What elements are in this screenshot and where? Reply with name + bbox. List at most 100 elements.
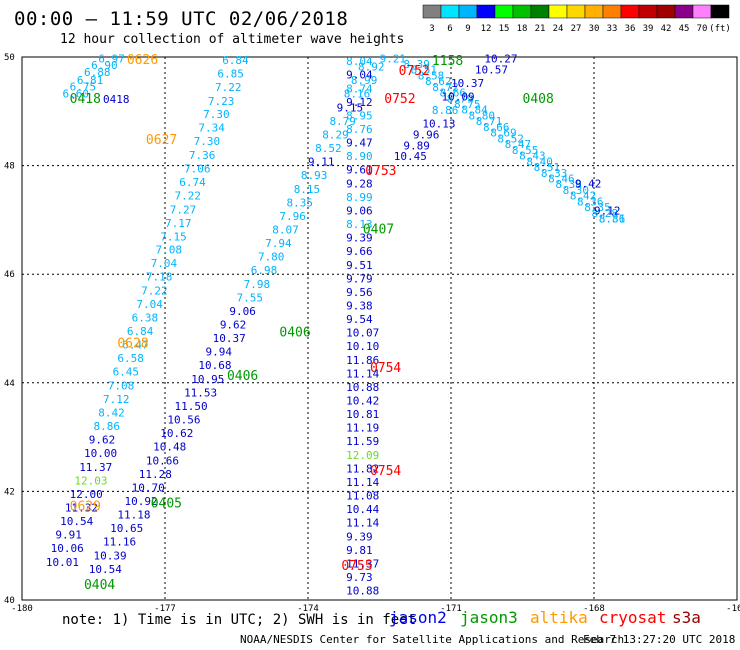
swh-value-label: 10.62	[160, 427, 193, 440]
track-time-label: 0755	[341, 559, 372, 574]
swh-value-label: 8.76	[346, 123, 373, 136]
colorbar-label: 30	[589, 24, 600, 34]
swh-value-label: 6.85	[217, 68, 244, 81]
swh-value-label: 6.58	[117, 352, 144, 365]
track-time-label: 0753	[365, 164, 396, 179]
swh-value-label: 10.06	[51, 542, 84, 555]
swh-value-label: 6.75	[70, 81, 97, 94]
colorbar-swatch	[566, 4, 586, 19]
swh-value-label: 8.43	[519, 150, 546, 163]
colorbar-swatch	[530, 4, 550, 19]
swh-value-label: 10.09	[441, 90, 474, 103]
swh-value-label: 9.89	[403, 139, 430, 152]
y-tick-label: 40	[4, 596, 15, 606]
swh-value-label: 6.60	[63, 88, 89, 101]
swh-value-label: 7.96	[279, 210, 306, 223]
swh-value-label: 9.12	[594, 204, 621, 217]
swh-value-label: 8.33	[541, 167, 568, 180]
swh-value-label: 9.28	[346, 177, 373, 190]
swh-value-label: 9.62	[220, 319, 247, 332]
swh-value-label: 7.08	[108, 379, 135, 392]
swh-value-label: 9.38	[346, 299, 373, 312]
y-tick-label: 48	[4, 162, 15, 172]
color-scale-bar: 3 6 9 12 15 18 21 24 27 30 33 36 39 42 45 70 (ft)	[422, 4, 731, 34]
swh-value-label: 6.84	[222, 54, 249, 67]
swh-value-label: 7.34	[198, 121, 225, 134]
swh-value-label: 8.84	[461, 104, 488, 117]
track-time-label: 0407	[363, 222, 394, 237]
swh-value-label: 10.88	[346, 585, 379, 598]
swh-value-label: 8.35	[287, 196, 314, 209]
colorbar-label: 33	[607, 24, 618, 34]
swh-value-label: 8.71	[476, 115, 503, 128]
swh-value-label: 10.00	[84, 447, 117, 460]
track-time-label: 0408	[523, 92, 554, 107]
swh-value-label: 11.14	[346, 476, 379, 489]
data-points: 6.976.906.886.816.756.60 04186.846.857.22…	[46, 52, 625, 597]
y-tick-label: 46	[4, 270, 15, 280]
swh-value-label: 9.81	[346, 544, 373, 557]
swh-value-label: 9.21	[380, 52, 407, 65]
swh-value-label: 8.55	[512, 144, 539, 157]
swh-value-label: 10.54	[89, 563, 122, 576]
swh-value-label: 10.88	[346, 381, 379, 394]
swh-value-label: 8.95	[346, 109, 373, 122]
swh-value-label: 10.10	[346, 340, 379, 353]
colorbar-swatch	[422, 4, 442, 19]
swh-value-label: 10.39	[94, 549, 127, 562]
colorbar-label: 15	[499, 24, 510, 34]
swh-value-label: 10.68	[198, 359, 231, 372]
swh-value-label: 10.37	[451, 77, 484, 90]
swh-value-label: 0418	[103, 93, 129, 106]
swh-value-label: 10.27	[484, 52, 517, 65]
plot-area	[21, 56, 738, 601]
swh-value-label: 8.86	[94, 420, 121, 433]
swh-value-label: 12.03	[74, 474, 107, 487]
swh-value-label: 8.86	[432, 104, 459, 117]
swh-value-label: 8.51	[411, 64, 438, 77]
swh-value-label: 8.42	[570, 190, 597, 203]
swh-value-label: 8.47	[505, 138, 532, 151]
swh-value-label: 9.61	[346, 164, 373, 177]
colorbar-label: 18	[517, 24, 528, 34]
swh-value-label: 9.56	[346, 286, 373, 299]
swh-value-label: 10.57	[475, 63, 508, 76]
swh-value-label: 8.13	[346, 218, 373, 231]
swh-value-label: 6.98	[251, 264, 277, 277]
swh-value-label: 6.84	[127, 325, 154, 338]
swh-value-label: 8.04	[346, 55, 373, 68]
swh-value-label: 7.22	[215, 81, 242, 94]
swh-value-label: 7.22	[141, 284, 168, 297]
x-tick-label: -174	[297, 604, 319, 614]
x-tick-label: -177	[154, 604, 176, 614]
swh-value-label: 8.15	[294, 183, 321, 196]
track-time-label: 1158	[432, 54, 463, 69]
chart-subtitle: 12 hour collection of altimeter wave hei…	[60, 32, 405, 47]
swh-value-label: 8.40	[526, 155, 553, 168]
swh-value-label: 11.16	[103, 536, 136, 549]
swh-value-label: 9.42	[575, 177, 602, 190]
swh-value-label: 9.12	[346, 96, 373, 109]
legend-s3a: s3a	[672, 608, 701, 627]
swh-value-label: 8.38	[555, 178, 582, 191]
swh-value-label: 10.56	[167, 414, 200, 427]
x-tick-label: -168	[583, 604, 605, 614]
colorbar-label: 3	[429, 24, 434, 34]
swh-value-label: 9.62	[89, 434, 116, 447]
swh-value-label: 6.88	[84, 66, 111, 79]
track-time-label: 0406	[227, 369, 258, 384]
y-tick-label: 50	[4, 53, 15, 63]
swh-value-label: 9.06	[346, 204, 373, 217]
track-time-label: 0627	[146, 133, 177, 148]
swh-value-label: 6.81	[77, 74, 104, 87]
swh-value-label: 7.12	[103, 393, 129, 406]
chart-title: 00:00 — 11:59 UTC 02/06/2018	[14, 8, 349, 30]
colorbar-swatch	[476, 4, 496, 19]
colorbar-label: 21	[535, 24, 546, 34]
swh-value-label: 10.54	[60, 515, 93, 528]
swh-value-label: 8.75	[454, 98, 481, 111]
swh-value-label: 10.44	[346, 503, 379, 516]
legend-altika: altika	[530, 608, 588, 627]
swh-value-label: 6.90	[91, 59, 118, 72]
